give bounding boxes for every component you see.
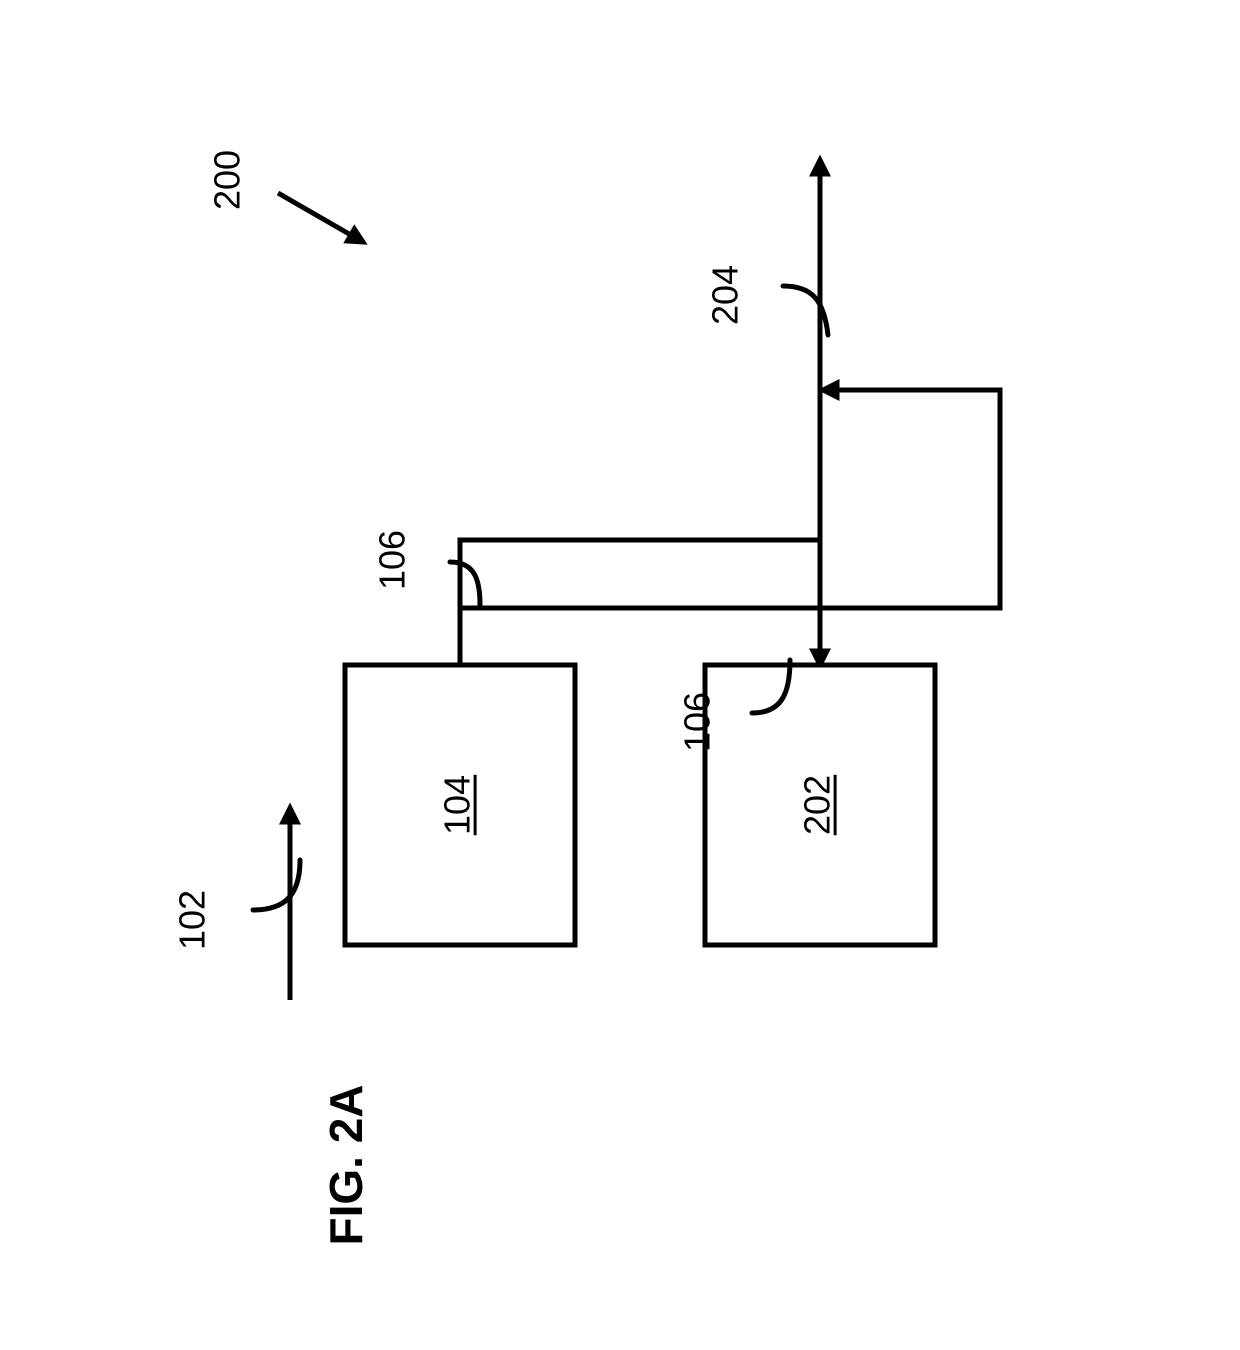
lbl-200: 200 [207, 150, 363, 242]
block-104-label: 104 [437, 775, 478, 835]
lbl-106b-text: 106 [677, 692, 718, 752]
lbl-204: 204 [705, 265, 828, 335]
arrow-104-to-202 [460, 540, 820, 665]
lbl-204-text: 204 [705, 265, 746, 325]
figure-caption: FIG. 2A [320, 1084, 372, 1245]
block-202-label: 202 [797, 775, 838, 835]
lbl-102-leader [253, 860, 300, 910]
lbl-106a-text: 106 [372, 530, 413, 590]
lbl-200-text: 200 [207, 150, 248, 210]
lbl-106a-leader [450, 562, 480, 605]
lbl-200-leader [278, 193, 363, 242]
lbl-102-text: 102 [172, 890, 213, 950]
arrow-bypass [460, 390, 1000, 608]
block-diagram: 104 202 200 102 106 106 204 FIG. 2A [0, 0, 1240, 1350]
lbl-102: 102 [172, 860, 300, 950]
block-104: 104 [345, 665, 575, 945]
block-202: 202 [705, 665, 935, 945]
